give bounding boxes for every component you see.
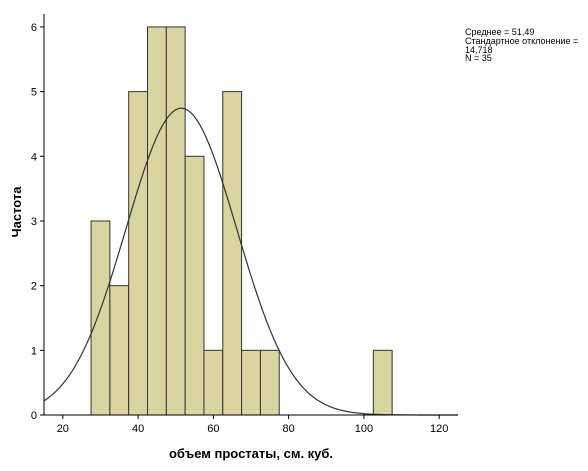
y-ticks: 0 1 2 3 4 5 6 bbox=[31, 22, 44, 422]
histogram-bar bbox=[203, 349, 224, 416]
bars-layer bbox=[90, 26, 393, 416]
stats-sd-value: 14,718 bbox=[465, 45, 493, 55]
y-tick-label: 3 bbox=[31, 216, 37, 228]
x-tick-label: 80 bbox=[283, 423, 295, 435]
x-axis-label: объем простаты, см. куб. bbox=[169, 446, 333, 461]
y-tick-label: 1 bbox=[31, 345, 37, 357]
y-tick-label: 0 bbox=[31, 410, 37, 422]
histogram-bar bbox=[222, 91, 243, 416]
histogram-bar bbox=[372, 349, 393, 416]
histogram-bar bbox=[128, 91, 149, 416]
x-tick-label: 20 bbox=[57, 423, 69, 435]
histogram-bar bbox=[90, 220, 111, 416]
stats-box: Среднее = 51,49 Стандартное отклонение =… bbox=[465, 27, 578, 63]
histogram-bar bbox=[165, 26, 186, 416]
y-tick-label: 6 bbox=[31, 22, 37, 34]
y-axis-label: Частота bbox=[9, 186, 24, 238]
y-tick-label: 2 bbox=[31, 281, 37, 293]
y-tick-label: 4 bbox=[31, 151, 37, 163]
stats-n: N = 35 bbox=[465, 53, 492, 63]
histogram-bar bbox=[109, 285, 130, 416]
histogram-bar bbox=[147, 26, 167, 416]
x-tick-label: 60 bbox=[207, 423, 219, 435]
histogram-bar bbox=[259, 349, 280, 416]
y-tick-label: 5 bbox=[31, 87, 37, 99]
x-tick-label: 120 bbox=[430, 423, 448, 435]
x-tick-label: 100 bbox=[355, 423, 373, 435]
x-ticks: 20 40 60 80 100 120 bbox=[57, 415, 448, 435]
stats-sd-label: Стандартное отклонение = bbox=[465, 36, 578, 46]
x-tick-label: 40 bbox=[132, 423, 144, 435]
stats-mean: Среднее = 51,49 bbox=[465, 27, 534, 37]
histogram-bar bbox=[241, 349, 261, 416]
histogram-bar bbox=[184, 155, 205, 416]
